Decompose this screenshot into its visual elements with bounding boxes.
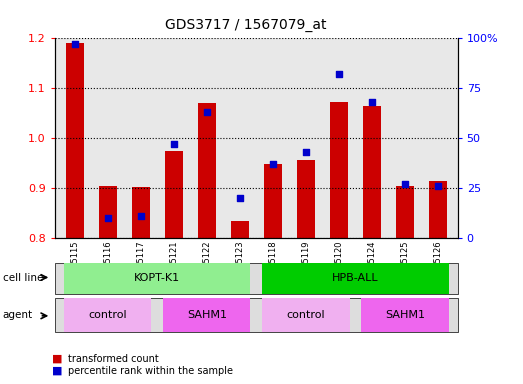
Bar — [297, 160, 315, 238]
Point — [335, 71, 343, 78]
Bar — [231, 221, 249, 238]
Text: transformed count: transformed count — [68, 354, 159, 364]
Point — [368, 99, 376, 105]
Text: GDS3717 / 1567079_at: GDS3717 / 1567079_at — [165, 18, 326, 32]
Point — [169, 141, 178, 147]
Point — [434, 183, 442, 189]
Text: ■: ■ — [52, 366, 63, 376]
Bar — [264, 164, 282, 238]
Text: SAHM1: SAHM1 — [187, 310, 227, 320]
Point — [71, 41, 79, 48]
Bar — [132, 187, 150, 238]
Bar — [363, 106, 381, 238]
Bar — [66, 43, 84, 238]
Point — [104, 215, 112, 221]
Text: control: control — [287, 310, 325, 320]
Text: cell line: cell line — [3, 273, 43, 283]
Point — [235, 195, 244, 201]
Text: control: control — [88, 310, 127, 320]
Bar — [165, 151, 183, 238]
Bar — [99, 186, 117, 238]
Text: ■: ■ — [52, 354, 63, 364]
Text: KOPT-K1: KOPT-K1 — [134, 273, 180, 283]
Point — [269, 161, 277, 167]
Bar — [429, 180, 447, 238]
Text: agent: agent — [3, 310, 33, 320]
Bar — [329, 102, 348, 238]
Point — [137, 213, 145, 219]
Bar — [198, 103, 216, 238]
Text: HPB-ALL: HPB-ALL — [332, 273, 379, 283]
Text: percentile rank within the sample: percentile rank within the sample — [68, 366, 233, 376]
Bar — [396, 186, 414, 238]
Point — [202, 109, 211, 115]
Point — [302, 149, 310, 155]
Point — [401, 181, 409, 187]
Text: SAHM1: SAHM1 — [385, 310, 425, 320]
